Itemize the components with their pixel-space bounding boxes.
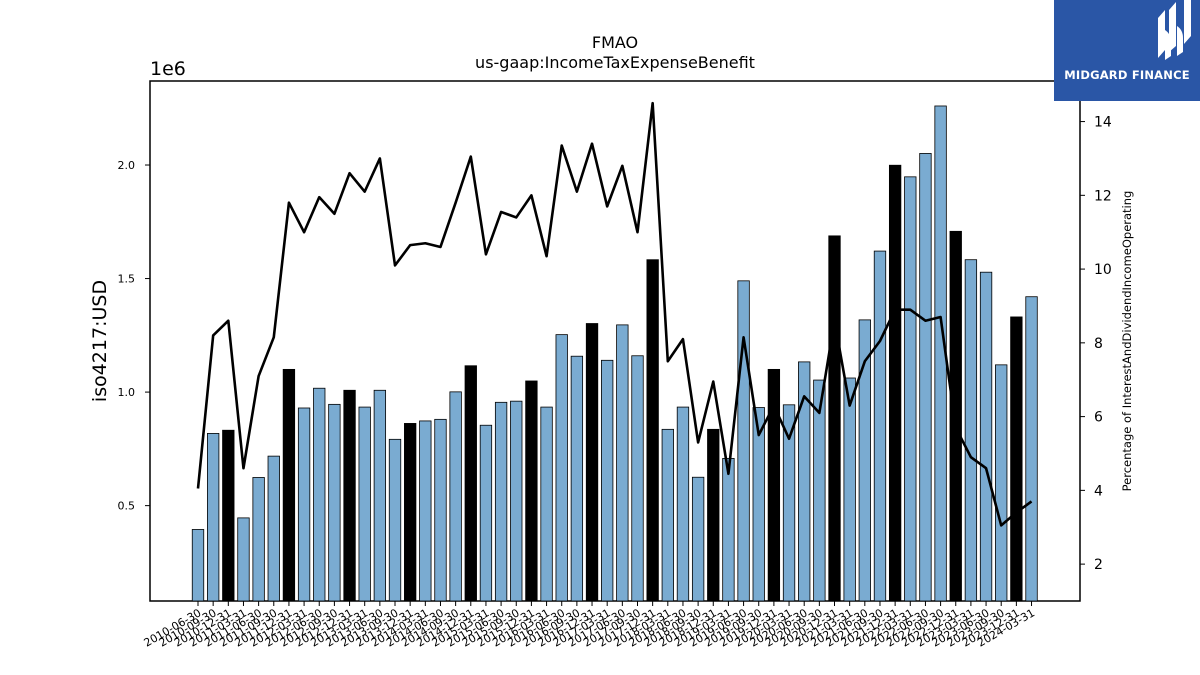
bar — [979, 271, 993, 602]
bar — [737, 280, 750, 602]
chart-title: FMAO — [592, 33, 638, 52]
bar — [237, 517, 250, 602]
y2-tick-label: 6 — [1094, 410, 1103, 426]
bar — [449, 391, 462, 602]
y-tick-label: 2.0 — [118, 159, 136, 172]
bar — [691, 476, 705, 602]
bar — [767, 368, 781, 602]
bar — [388, 438, 402, 602]
midgard-finance-logo: MIDGARD FINANCE — [1054, 0, 1200, 101]
y2-tick-label: 12 — [1094, 188, 1112, 204]
bar — [585, 323, 599, 602]
bar — [722, 457, 735, 602]
y-tick-label: 0.5 — [118, 500, 136, 513]
bar — [358, 406, 371, 602]
logo-text: MIDGARD FINANCE — [1064, 68, 1190, 82]
bar-series — [191, 105, 1038, 602]
bar — [616, 324, 629, 602]
bar — [904, 176, 917, 602]
y-tick-label: 1.0 — [118, 386, 136, 399]
bar — [525, 380, 538, 602]
y2-tick-label: 4 — [1094, 483, 1103, 499]
bar — [313, 387, 326, 602]
bar — [676, 406, 690, 602]
bar — [191, 529, 205, 602]
bar — [404, 423, 417, 602]
bar — [419, 420, 432, 602]
bar — [752, 407, 765, 602]
y2-tick-label: 8 — [1094, 336, 1103, 352]
bar — [949, 230, 962, 602]
bar — [479, 424, 493, 602]
bar — [631, 355, 644, 602]
bar — [267, 455, 280, 602]
bar — [661, 428, 674, 602]
bar — [1010, 316, 1023, 602]
bar — [555, 334, 568, 602]
line-path — [196, 101, 1033, 527]
bar — [601, 359, 614, 602]
line-series — [196, 101, 1033, 527]
bar — [373, 389, 387, 602]
y2-axis-ticks: 2 4 6 8 10 12 14 — [1080, 115, 1112, 573]
bar — [646, 259, 659, 602]
chart-subtitle: us-gaap:IncomeTaxExpenseBenefit — [475, 53, 755, 72]
bar — [1025, 296, 1038, 602]
bar — [707, 428, 720, 602]
bar — [252, 477, 265, 602]
y-axis-ticks: 0.5 1.0 1.5 2.0 — [118, 159, 150, 513]
bar — [888, 164, 902, 602]
bar — [873, 250, 887, 602]
bar — [995, 364, 1008, 602]
bar — [328, 403, 341, 602]
bar — [494, 401, 508, 602]
x-axis-ticks: 2010-06-302010-09-302010-12-312011-03-31… — [142, 601, 1037, 650]
plot-area — [149, 80, 1081, 602]
y-offset-label: 1e6 — [150, 58, 186, 80]
bar — [510, 400, 523, 602]
midgard-logo-icon — [1158, 0, 1191, 60]
bar — [919, 153, 932, 602]
bar — [297, 407, 311, 602]
y2-axis-label: Percentage of InterestAndDividendIncomeO… — [1120, 191, 1134, 492]
bar — [282, 368, 296, 602]
bar — [464, 365, 477, 602]
bar — [570, 355, 584, 602]
bar — [343, 389, 356, 602]
bar — [434, 418, 447, 602]
bar — [964, 259, 978, 602]
y2-tick-label: 10 — [1094, 262, 1112, 278]
bar — [222, 429, 235, 602]
bar — [843, 377, 856, 602]
y-tick-label: 1.5 — [118, 273, 136, 286]
y2-tick-label: 2 — [1094, 557, 1103, 573]
bar — [540, 406, 553, 602]
bar — [207, 433, 220, 602]
bar — [782, 404, 796, 602]
y2-tick-label: 14 — [1094, 115, 1112, 131]
bar — [828, 235, 841, 602]
y-axis-label: iso4217:USD — [89, 280, 111, 402]
